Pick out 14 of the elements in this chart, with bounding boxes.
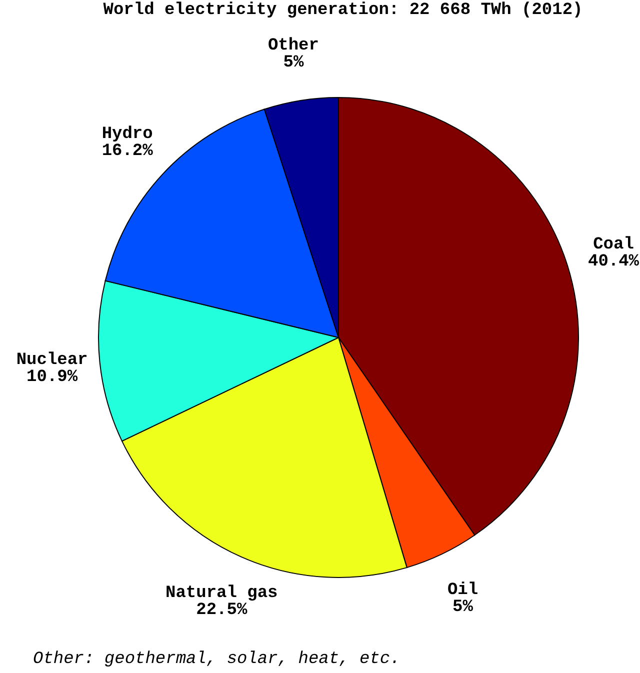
slice-label: Other: [268, 36, 319, 56]
data-label: 22.5%: [196, 601, 248, 620]
slice-label: Natural gas: [166, 584, 278, 604]
slice-label: Oil: [447, 580, 478, 600]
data-label: 10.9%: [26, 368, 78, 387]
data-label: 5%: [452, 598, 474, 617]
slice-label: Coal: [593, 235, 634, 254]
slice-label: Nuclear: [16, 350, 88, 370]
data-label: 16.2%: [102, 142, 154, 162]
chart-title: World electricity generation: 22 668 TWh (2012): [103, 1, 583, 20]
slice-label: Hydro: [102, 125, 153, 144]
data-label: 5%: [283, 54, 304, 73]
text: Other: geothermal, solar, heat, etc.: [33, 650, 400, 669]
data-label: 40.4%: [588, 252, 640, 272]
